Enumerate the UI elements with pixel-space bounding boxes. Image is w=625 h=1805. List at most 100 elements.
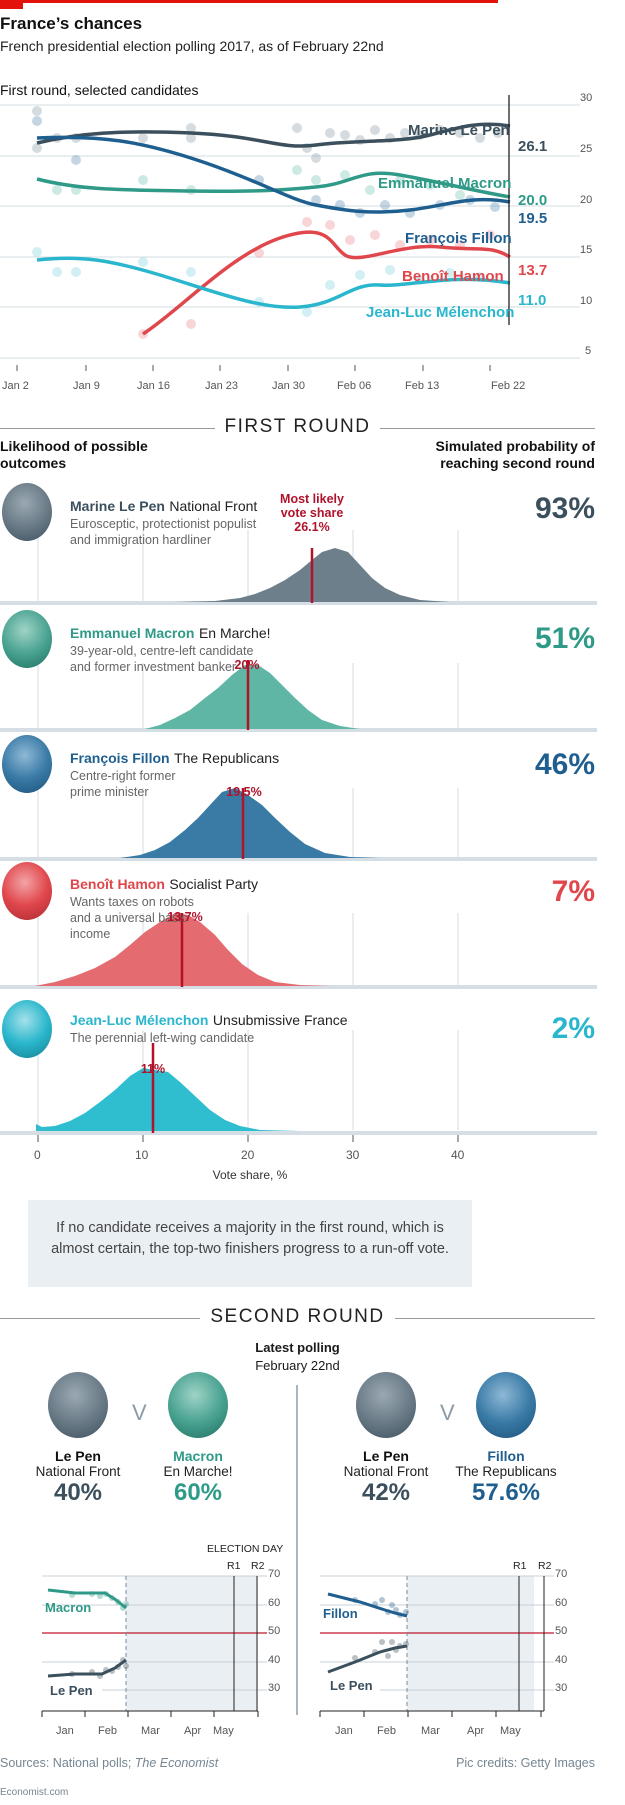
candidate-name: Macron — [173, 1448, 223, 1464]
x-tick-feb22: Feb 22 — [491, 380, 526, 392]
most-likely-line2: vote share — [280, 506, 344, 520]
m2-x-mar: Mar — [421, 1725, 440, 1737]
y-tick-10: 10 — [580, 295, 593, 307]
sources-italic: The Economist — [134, 1756, 219, 1770]
matchup1-left: Le Pen National Front 40% — [28, 1448, 128, 1507]
candidate-hamon: Benoît Hamon Socialist Party Wants taxes… — [70, 876, 258, 942]
second-round-heading-wrap: SECOND ROUND — [0, 1306, 595, 1328]
brand-tag — [0, 0, 23, 9]
candidate-desc-line1: 39-year-old, centre-left candidate — [70, 644, 254, 658]
candidate-desc-line2: prime minister — [70, 785, 149, 799]
candidate-party: National Front — [343, 1464, 429, 1479]
hist-x-tick-20: 20 — [241, 1148, 255, 1162]
candidate-name: Marine Le Pen — [70, 498, 165, 514]
most-likely-label-melenchon: 11% — [140, 1062, 166, 1076]
m2-label-fillon: Fillon — [323, 1606, 358, 1621]
chart-title: France’s chances — [0, 14, 143, 33]
probability-hamon: 7% — [551, 875, 595, 908]
m2-label-le-pen: Le Pen — [330, 1678, 373, 1693]
line-melenchon — [36, 256, 511, 310]
m1-label-le-pen: Le Pen — [50, 1683, 93, 1698]
histograms — [0, 530, 597, 1142]
candidate-name: Jean-Luc Mélenchon — [70, 1012, 209, 1028]
line-fillon — [36, 135, 511, 214]
runoff-note-text: If no candidate receives a majority in t… — [28, 1200, 472, 1260]
candidate-name: Le Pen — [55, 1448, 101, 1464]
probability-header-line1: Simulated probability of — [435, 438, 595, 454]
first-round-heading-wrap: FIRST ROUND — [0, 416, 595, 438]
y-tick-5: 5 — [585, 345, 592, 357]
candidate-party: En Marche! — [198, 625, 271, 641]
hist-x-axis-label: Vote share, % — [212, 1168, 288, 1182]
candidate-name: Fillon — [487, 1448, 525, 1464]
m2-x-feb: Feb — [377, 1725, 396, 1737]
label-hamon: Benoît Hamon — [402, 268, 504, 285]
matchup2-left: Le Pen National Front 42% — [336, 1448, 436, 1507]
candidate-party: National Front — [169, 498, 258, 514]
site-credit: Economist.com — [0, 1787, 69, 1798]
label-le-pen: Marine Le Pen — [408, 122, 510, 139]
candidate-fillon: François Fillon The Republicans Centre-r… — [70, 750, 279, 800]
matchup1-right: Macron En Marche! 60% — [148, 1448, 248, 1507]
line-chart-title: First round, selected candidates — [0, 82, 199, 98]
avatar-melenchon — [2, 1000, 52, 1058]
candidate-melenchon: Jean-Luc Mélenchon Unsubmissive France T… — [70, 1012, 348, 1046]
most-likely-line1: Most likely — [280, 492, 344, 506]
hist-melenchon — [36, 1068, 300, 1131]
avatar-macron — [2, 610, 52, 668]
probability-macron: 51% — [534, 622, 595, 655]
x-tick-feb06: Feb 06 — [337, 380, 372, 392]
hist-x-tick-30: 30 — [346, 1148, 360, 1162]
most-likely-label-le-pen: Most likely vote share 26.1% — [262, 492, 362, 534]
mini-chart-lepen-macron — [41, 1575, 267, 1717]
first-round-line-chart — [0, 95, 580, 371]
m2-y-50: 50 — [555, 1625, 568, 1637]
end-value-fillon: 19.5 — [518, 210, 548, 227]
avatar-le-pen — [2, 483, 52, 541]
candidate-le-pen: Marine Le Pen National Front Eurosceptic… — [70, 498, 257, 548]
hist-x-tick-40: 40 — [451, 1148, 465, 1162]
y-tick-25: 25 — [580, 143, 593, 155]
first-round-heading: FIRST ROUND — [214, 416, 381, 437]
sources-prefix: Sources: National polls; — [0, 1756, 135, 1770]
election-day-label: ELECTION DAY — [207, 1543, 284, 1555]
likelihood-header-line1: Likelihood of possible — [0, 438, 148, 454]
m1-label-macron: Macron — [45, 1600, 92, 1615]
latest-polling-date: February 22nd — [255, 1358, 340, 1373]
hist-x-tick-10: 10 — [135, 1148, 149, 1162]
x-tick-jan9: Jan 9 — [73, 380, 100, 392]
candidate-name: Le Pen — [363, 1448, 409, 1464]
r1-label-m1: R1 — [227, 1560, 241, 1572]
most-likely-label-macron: 20% — [234, 658, 260, 672]
most-likely-label-hamon: 13.7% — [167, 910, 203, 924]
m2-x-jan: Jan — [335, 1725, 353, 1737]
x-ticks — [16, 365, 491, 371]
candidate-name: François Fillon — [70, 750, 170, 766]
candidate-party: The Republicans — [174, 750, 280, 766]
matchup-divider — [296, 1385, 298, 1715]
mini-chart-lepen-fillon — [319, 1575, 554, 1717]
probability-fillon: 46% — [534, 748, 595, 781]
label-fillon: François Fillon — [405, 230, 512, 247]
candidate-pct: 60% — [173, 1479, 223, 1506]
avatar-le-pen-m1 — [48, 1372, 108, 1438]
candidate-name: Emmanuel Macron — [70, 625, 195, 641]
candidate-desc-line2: and former investment banker — [70, 660, 237, 674]
m2-x-apr: Apr — [467, 1725, 485, 1737]
avatar-hamon — [2, 862, 52, 920]
candidate-name: Benoît Hamon — [70, 876, 165, 892]
end-value-macron: 20.0 — [518, 192, 548, 209]
avatar-macron-m1 — [168, 1372, 228, 1438]
candidate-pct: 42% — [361, 1479, 411, 1506]
candidate-pct: 57.6% — [471, 1479, 541, 1506]
m1-x-may: May — [213, 1725, 234, 1737]
end-value-melenchon: 11.0 — [518, 292, 547, 309]
candidate-desc-line1: Centre-right former — [70, 769, 176, 783]
candidate-macron: Emmanuel Macron En Marche! 39-year-old, … — [70, 625, 271, 675]
probability-melenchon: 2% — [551, 1012, 595, 1045]
x-tick-jan23: Jan 23 — [205, 380, 239, 392]
candidate-party: Socialist Party — [169, 876, 259, 892]
likelihood-header: Likelihood of possible outcomes — [0, 438, 148, 472]
chart-subtitle: French presidential election polling 201… — [0, 38, 384, 54]
hist-fillon — [120, 788, 380, 858]
